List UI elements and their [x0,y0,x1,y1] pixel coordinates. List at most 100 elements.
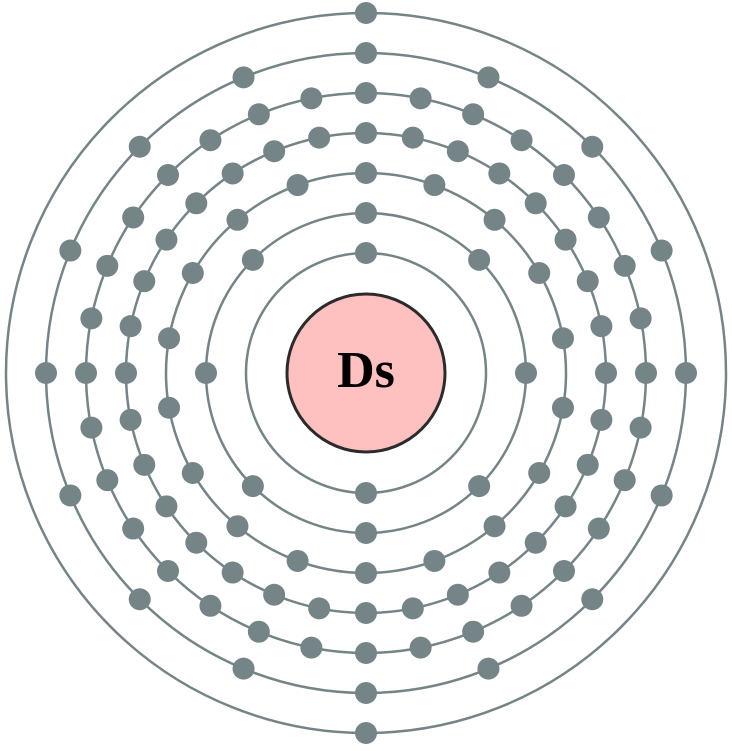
electron-shell-4-5 [524,192,547,215]
electron-shell-5-31 [247,103,270,126]
electron-shell-5-10 [629,416,652,439]
electron-shell-3-2 [423,174,446,197]
electron-shell-3-14 [158,396,181,419]
electron-shell-7-1 [355,2,377,24]
element-symbol: Ds [337,342,395,399]
electron-shell-5-30 [199,129,222,152]
electron-shell-5-9 [635,362,657,384]
electron-shell-3-16 [181,262,204,284]
electron-shell-4-14 [488,561,511,584]
electron-shell-3-9 [423,549,446,572]
electron-shell-4-24 [119,408,142,431]
electron-shell-6-1 [355,42,377,64]
electron-shell-1-1 [355,242,377,264]
electron-shell-4-16 [401,597,424,620]
electron-shell-1-2 [355,482,377,504]
electron-shell-5-23 [96,469,119,492]
electron-shell-4-19 [263,583,286,606]
electron-shell-3-8 [483,515,506,538]
electron-shell-3-4 [528,262,551,284]
electron-shell-5-22 [122,517,145,540]
electron-shell-6-3 [581,135,604,158]
electron-shell-5-26 [80,307,103,330]
electron-shell-4-10 [590,408,613,431]
electron-shell-3-13 [181,462,204,484]
electron-shell-4-6 [554,228,577,251]
electron-shell-4-20 [221,561,244,584]
electron-shell-4-30 [221,162,244,185]
electron-shell-4-29 [185,192,208,215]
electron-shell-6-5 [675,362,697,384]
electron-shell-4-32 [308,126,331,149]
electron-shell-2-5 [355,522,377,544]
electron-shell-6-9 [355,682,377,704]
electron-shell-3-18 [286,174,309,197]
electron-shell-5-20 [199,594,222,617]
electron-shell-4-15 [446,583,469,606]
electron-shell-6-7 [581,588,604,611]
electron-shell-4-17 [355,602,377,624]
electron-shell-5-6 [587,206,610,229]
electron-shell-4-2 [401,126,424,149]
electron-shell-6-11 [128,588,151,611]
electron-shell-5-15 [462,620,485,643]
electron-shell-4-28 [155,228,178,251]
electron-shell-5-3 [462,103,485,126]
electron-shell-3-10 [355,562,377,584]
electron-shell-4-1 [355,122,377,144]
electron-shell-6-15 [128,135,151,158]
electron-shell-5-5 [552,164,575,187]
electron-shell-5-19 [247,620,270,643]
electron-shell-4-23 [133,453,156,476]
electron-shell-4-9 [595,362,617,384]
electron-shell-3-3 [483,208,506,231]
electron-shell-3-12 [226,515,249,538]
electron-shell-5-16 [409,636,432,659]
electron-shell-2-7 [195,362,217,384]
electron-shell-6-16 [232,66,255,89]
electron-shell-5-7 [613,254,636,277]
electron-shell-3-1 [355,162,377,184]
electron-shell-2-2 [468,248,491,271]
electron-shell-2-1 [355,202,377,224]
electron-shell-4-7 [576,270,599,293]
electron-shell-3-6 [551,396,574,419]
electron-shell-2-3 [515,362,537,384]
electron-shell-3-15 [158,327,181,350]
electron-shell-5-4 [510,129,533,152]
electron-shell-5-18 [300,636,323,659]
electron-shell-5-27 [96,254,119,277]
electron-shell-3-11 [286,549,309,572]
electron-shell-4-25 [115,362,137,384]
electron-shell-4-31 [263,140,286,163]
electron-shell-5-21 [157,559,180,582]
electron-shell-4-8 [590,315,613,338]
electron-shell-6-8 [477,657,500,680]
electron-shell-6-2 [477,66,500,89]
electron-shell-3-7 [528,462,551,484]
electron-shell-5-12 [587,517,610,540]
electron-shell-5-8 [629,307,652,330]
electron-shell-4-11 [576,453,599,476]
electron-shell-3-5 [551,327,574,350]
nucleus [285,292,447,454]
electron-shell-5-24 [80,416,103,439]
electron-shell-5-13 [552,559,575,582]
electron-shell-4-3 [446,140,469,163]
electron-shell-6-6 [650,484,673,507]
electron-shell-5-29 [157,164,180,187]
electron-shell-5-25 [75,362,97,384]
electron-shell-2-4 [468,475,491,498]
electron-shell-5-17 [355,642,377,664]
electron-shell-4-12 [554,495,577,518]
electron-shell-5-14 [510,594,533,617]
electron-shell-5-1 [355,82,377,104]
electron-shell-5-2 [409,87,432,110]
electron-shell-4-21 [185,531,208,554]
electron-shell-4-4 [488,162,511,185]
electron-shell-2-6 [241,475,264,498]
electron-shell-5-32 [300,87,323,110]
electron-shell-2-8 [241,248,264,271]
electron-shell-6-10 [232,657,255,680]
